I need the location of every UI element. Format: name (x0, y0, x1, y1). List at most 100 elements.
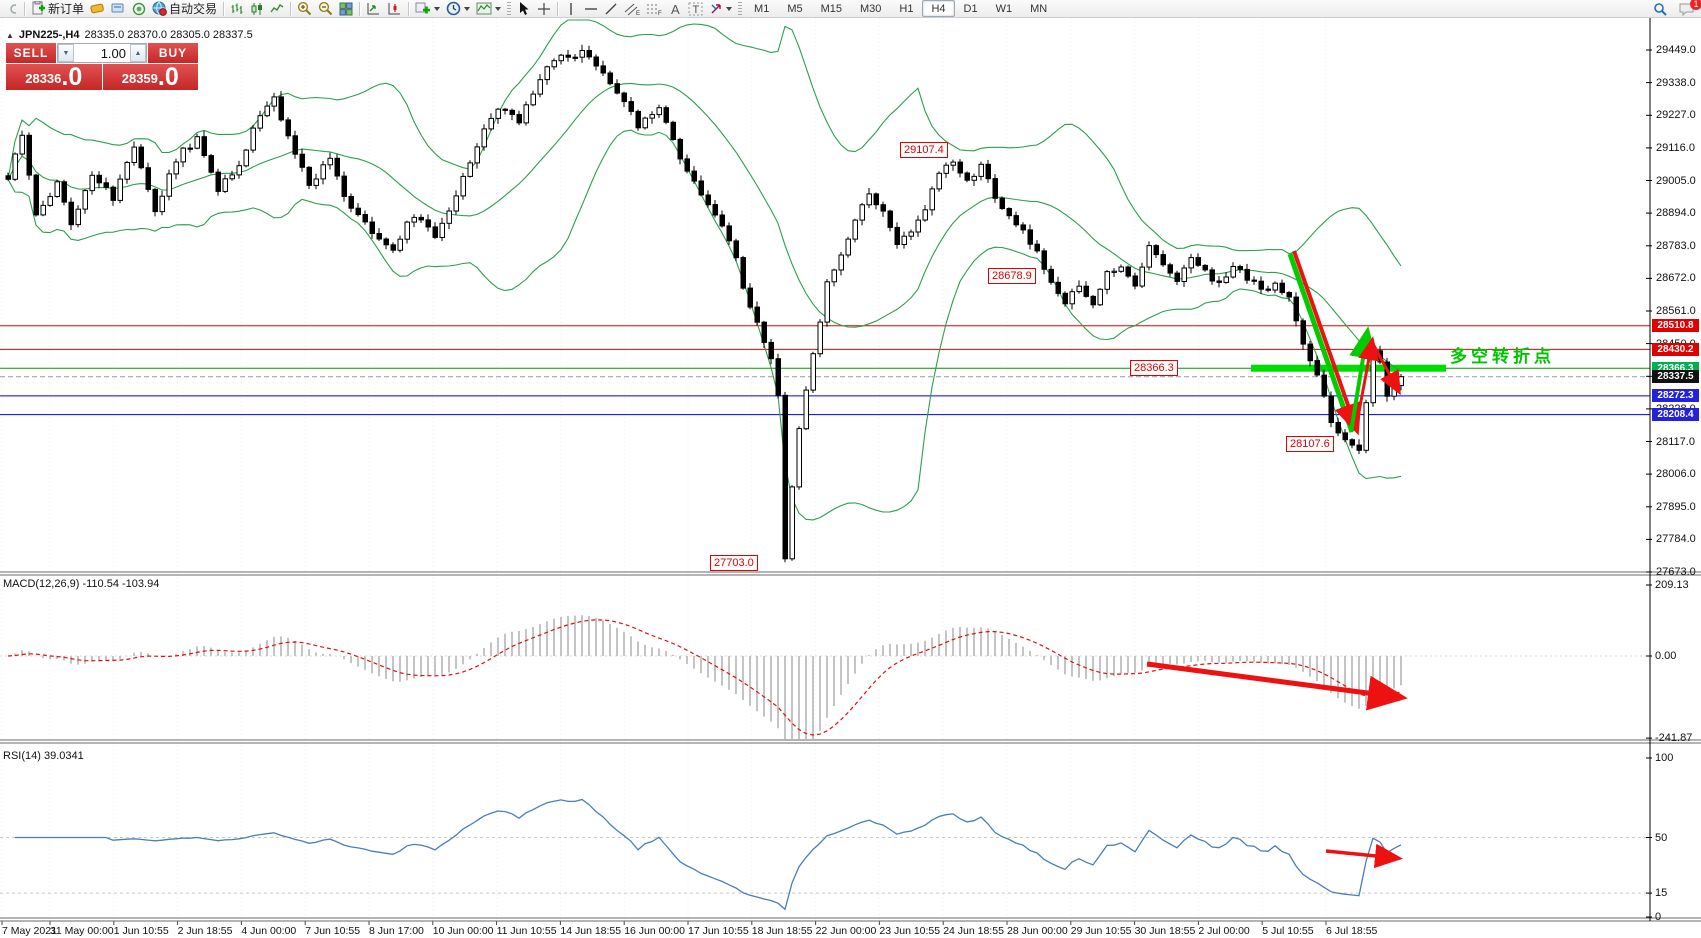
macd-label: MACD(12,26,9) -110.54 -103.94 (3, 578, 160, 590)
buy-price-pips: .0 (157, 63, 179, 91)
zoom-in-icon[interactable] (294, 0, 315, 17)
chart-shift-icon[interactable] (384, 0, 405, 17)
price-callout[interactable]: 27703.0 (710, 555, 758, 571)
collapse-panel-icon[interactable]: ▲ (6, 30, 14, 40)
toolbar-separator (24, 1, 25, 16)
price-callout[interactable]: 29107.4 (900, 142, 948, 158)
time-axis-label: 30 Jun 18:55 (1134, 925, 1196, 937)
text-icon[interactable]: A (665, 0, 685, 17)
zoom-out-icon[interactable] (315, 0, 336, 17)
sell-price-pips: .0 (61, 63, 83, 91)
svg-text:T: T (693, 4, 700, 16)
macd-axis-tick: -241.87 (1655, 732, 1693, 744)
price-axis-tick: 28006.0 (1656, 468, 1696, 480)
price-axis-tick: 29227.0 (1656, 109, 1696, 121)
tile-windows-icon[interactable] (336, 0, 356, 17)
new-order-button-label: 新订单 (48, 2, 85, 16)
buy-price[interactable]: 28359.0 (102, 63, 198, 91)
symbol-period-label: JPN225-,H4 (18, 29, 80, 41)
timeframe-button-mn[interactable]: MN (1030, 2, 1048, 15)
price-callout[interactable]: 28678.9 (988, 268, 1036, 284)
line-chart-icon[interactable] (267, 0, 287, 17)
time-axis-label: 5 Jul 10:55 (1262, 925, 1314, 937)
sell-price[interactable]: 28336.0 (6, 64, 102, 90)
price-axis-tick: 28672.0 (1656, 272, 1696, 284)
price-axis-tick: 28783.0 (1656, 240, 1696, 252)
new-order-button[interactable]: 新订单 (28, 0, 87, 17)
volume-input[interactable]: 1.00 (100, 45, 126, 61)
horizontal-line-icon[interactable] (581, 0, 601, 17)
vertical-line-icon[interactable] (561, 0, 581, 17)
template-icon[interactable] (473, 0, 504, 17)
rsi-axis-tick: 50 (1655, 832, 1668, 844)
time-axis-label: 29 Jun 10:55 (1070, 925, 1132, 937)
toolbar-right: 1 (1650, 0, 1701, 18)
autotrading-button[interactable]: 自动交易 (149, 0, 220, 17)
time-axis-label: 7 May 2021 (2, 925, 57, 937)
crosshair-icon[interactable] (534, 0, 554, 17)
price-callout[interactable]: 28107.6 (1286, 436, 1334, 452)
sell-button[interactable]: SELL (6, 43, 56, 63)
dropdown-caret-icon[interactable] (495, 6, 502, 11)
fibonacci-icon[interactable]: F (643, 0, 665, 17)
price-axis-tick: 29449.0 (1656, 44, 1696, 56)
time-axis-label: 22 Jun 00:00 (815, 925, 877, 937)
sell-price-main: 28336 (25, 71, 62, 86)
volume-increase-button[interactable]: ▲ (130, 44, 146, 62)
timeframe-button-m1[interactable]: M1 (754, 2, 770, 15)
market-watch-icon[interactable] (87, 0, 108, 17)
dropdown-caret-icon[interactable] (464, 6, 471, 11)
time-axis-label: 10 Jun 00:00 (432, 925, 494, 937)
cursor-icon[interactable] (514, 0, 534, 17)
data-window-icon[interactable] (108, 0, 129, 17)
time-axis-label: 31 May 00:00 (50, 925, 114, 937)
time-axis-label: 4 Jun 00:00 (241, 925, 297, 937)
bar-chart-icon[interactable] (227, 0, 247, 17)
price-callout[interactable]: 28366.3 (1130, 360, 1178, 376)
rsi-axis-tick: 0 (1655, 911, 1662, 923)
trendline-icon[interactable] (601, 0, 621, 17)
timeframe-button-h1[interactable]: H1 (899, 2, 914, 15)
macd-axis-tick: 0.00 (1655, 650, 1677, 662)
cn-annotation: 多空转折点 (1450, 347, 1555, 366)
price-line-badge: 28430.2 (1652, 343, 1699, 356)
channel-icon[interactable]: E (621, 0, 643, 17)
label-icon[interactable]: T (685, 0, 706, 17)
timeframe-button-h4[interactable]: H4 (922, 0, 955, 17)
timeframe-button-m5[interactable]: M5 (787, 2, 803, 15)
dropdown-caret-icon[interactable] (434, 6, 441, 11)
price-axis-tick: 27895.0 (1656, 501, 1696, 513)
arrows-icon[interactable] (706, 0, 735, 17)
rsi-axis-tick: 100 (1655, 752, 1674, 764)
toolbar: 新订单 自动交易 E F A T M1 M5 M15 M30 H1 H4 D1 W1 MN (0, 0, 1701, 18)
ohlc-values: 28335.0 28370.0 28305.0 28337.5 (84, 29, 253, 41)
svg-text:A: A (671, 2, 680, 16)
time-axis-label: 8 Jun 17:00 (369, 925, 424, 937)
chat-icon[interactable]: 1 (1676, 0, 1701, 18)
autotrading-button-label: 自动交易 (169, 2, 218, 16)
rsi-axis-tick: 15 (1655, 887, 1668, 899)
timeframe-button-m30[interactable]: M30 (860, 2, 882, 15)
edge-cut-icon[interactable] (1, 0, 21, 17)
chart-ohlc-header: ▲ JPN225-,H4 28335.0 28370.0 28305.0 283… (6, 29, 253, 41)
price-axis-tick: 29338.0 (1656, 77, 1696, 89)
auto-scroll-icon[interactable] (363, 0, 384, 17)
timeframe-button-m15[interactable]: M15 (820, 2, 842, 15)
timeframe-button-w1[interactable]: W1 (995, 2, 1013, 15)
toolbar-separator (290, 1, 292, 16)
price-axis-tick: 29116.0 (1656, 142, 1695, 154)
navigator-icon[interactable] (129, 0, 149, 17)
new-chart-icon[interactable] (412, 0, 443, 17)
buy-button[interactable]: BUY (148, 43, 198, 63)
dropdown-caret-icon[interactable] (726, 6, 733, 11)
period-icon[interactable] (443, 0, 473, 17)
price-line-badge: 28337.5 (1652, 370, 1699, 383)
time-axis-label: 24 Jun 18:55 (943, 925, 1004, 937)
timeframe-button-d1[interactable]: D1 (963, 2, 978, 15)
candlestick-chart-icon[interactable] (247, 0, 267, 17)
volume-decrease-button[interactable]: ▼ (58, 44, 74, 62)
search-icon[interactable] (1650, 1, 1670, 18)
toolbar-separator (557, 1, 559, 16)
